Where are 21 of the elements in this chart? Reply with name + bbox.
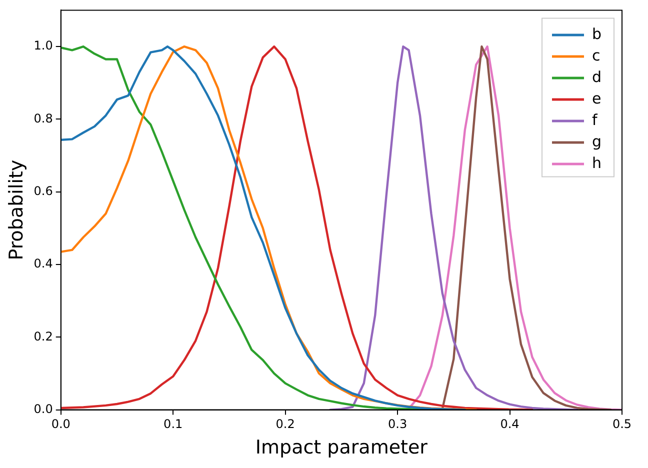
y-tick-label: 0.6 [34, 184, 53, 198]
x-tick-label: 0.1 [164, 417, 183, 432]
legend-label: h [592, 154, 602, 172]
x-tick-label: 0.4 [500, 417, 520, 432]
x-tick-label: 0.0 [51, 417, 70, 432]
legend-label: f [592, 110, 598, 129]
y-tick-label: 0.4 [34, 256, 53, 271]
x-tick-label: 0.2 [276, 417, 295, 432]
x-axis-title: Impact parameter [255, 436, 428, 459]
legend-label: c [592, 46, 600, 64]
x-tick-label: 0.3 [388, 417, 408, 432]
y-tick-label: 0.0 [34, 402, 53, 416]
y-tick-label: 0.2 [34, 329, 53, 344]
legend-label: b [592, 24, 602, 43]
legend-label: g [592, 132, 602, 150]
y-axis-title: Probability [5, 160, 28, 260]
y-tick-label: 1.0 [34, 38, 53, 53]
y-tick-label: 0.8 [34, 111, 53, 126]
x-tick-label: 0.5 [612, 417, 632, 432]
legend-label: e [592, 89, 602, 108]
legend-label: d [592, 68, 602, 86]
